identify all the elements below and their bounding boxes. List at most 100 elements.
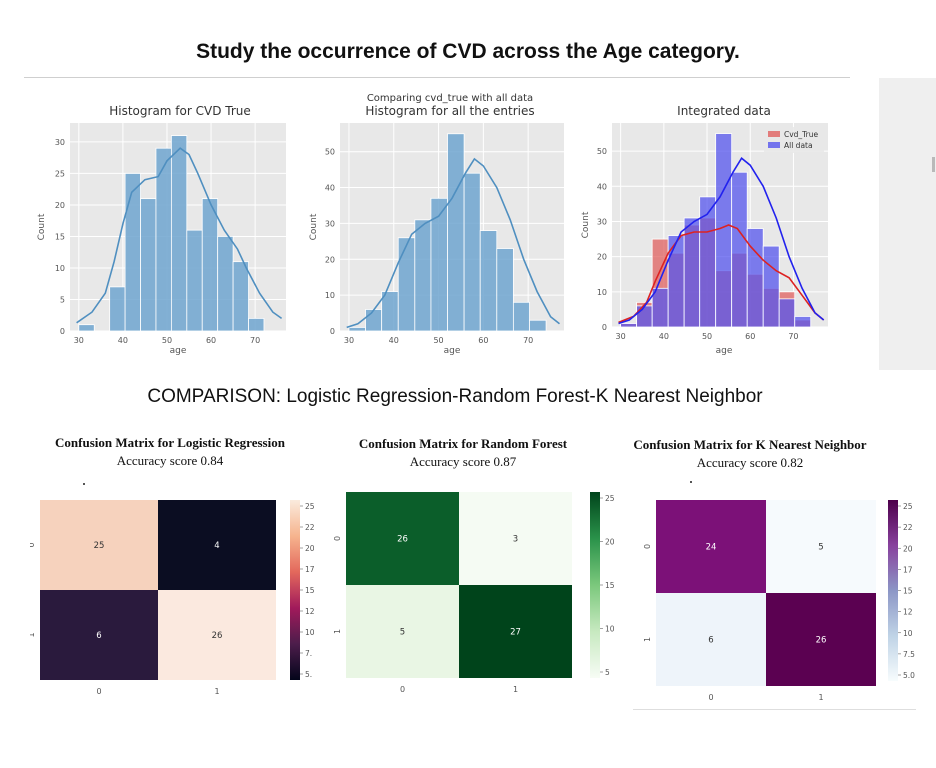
- legend-label: All data: [784, 141, 813, 150]
- histogram-bar: [365, 309, 383, 332]
- colorbar: [290, 500, 300, 680]
- x-tick-label: 50: [702, 332, 712, 341]
- title-divider: [24, 77, 850, 78]
- cell-value: 27: [510, 628, 521, 638]
- legend-swatch: [768, 142, 780, 148]
- histogram-bar: [381, 291, 399, 332]
- matrix-cell: [346, 492, 459, 585]
- histogram-bar: [651, 287, 669, 328]
- colorbar-tick-label: 5.0: [903, 671, 915, 680]
- y-tick-label: 0: [602, 323, 607, 332]
- colorbar-tick-label: 10: [605, 625, 615, 634]
- histogram-bar: [496, 248, 514, 332]
- cm-accuracy: Accuracy score 0.84: [116, 453, 224, 468]
- cell-value: 25: [94, 541, 105, 551]
- cm-heading-logistic: Confusion Matrix for Logistic Regression…: [20, 434, 320, 470]
- matrix-cell: [766, 593, 876, 686]
- cell-value: 5: [400, 628, 405, 638]
- matrix-cell: [459, 585, 572, 678]
- chart-suptitle: Comparing cvd_true with all data: [367, 93, 533, 104]
- cell-value: 6: [708, 636, 713, 646]
- y-tick-label: 30: [55, 138, 65, 147]
- colorbar-tick-label: 17: [903, 565, 913, 574]
- x-tick-label: 60: [745, 332, 755, 341]
- kde-line: [618, 157, 825, 325]
- histogram-bar: [248, 317, 265, 332]
- colorbar-tick-label: 5.: [305, 670, 312, 679]
- colorbar-tick-label: 25: [605, 494, 615, 503]
- cm-heading-forest: Confusion Matrix for Random Forest Accur…: [322, 435, 604, 471]
- cm-title: Confusion Matrix for Random Forest: [358, 436, 568, 451]
- histogram-bar: [463, 172, 481, 332]
- histogram-bar: [479, 230, 498, 332]
- kde-line: [618, 224, 825, 324]
- x-tick-label: 0: [708, 693, 713, 702]
- colorbar-tick-label: 22: [903, 523, 913, 532]
- y-axis-label: Count: [581, 211, 591, 238]
- histogram-bar: [186, 229, 203, 332]
- matrix-cell: [158, 590, 276, 680]
- y-tick-label: 0: [330, 327, 335, 336]
- histogram-bar: [109, 286, 126, 332]
- side-scroll-pane[interactable]: [879, 78, 936, 370]
- stray-mark: [690, 481, 692, 483]
- matrix-cell: [346, 585, 459, 678]
- x-tick-label: 1: [818, 693, 823, 702]
- cm-title: Confusion Matrix for K Nearest Neighbor: [633, 437, 867, 452]
- colorbar-tick-label: 20: [903, 544, 913, 553]
- colorbar-tick-label: 25: [305, 502, 315, 511]
- histogram-all-entries: Comparing cvd_true with all data Histogr…: [309, 93, 564, 356]
- y-tick-label: 50: [325, 148, 335, 157]
- colorbar-tick-label: 12: [903, 608, 913, 617]
- y-tick-label: 0: [60, 327, 65, 336]
- scroll-handle[interactable]: [932, 157, 935, 172]
- cell-value: 6: [96, 631, 101, 641]
- y-tick-label: 30: [325, 219, 335, 228]
- colorbar-tick-label: 15: [903, 587, 913, 596]
- histogram-bar: [512, 301, 530, 332]
- histogram-bar: [529, 319, 547, 332]
- cell-value: 24: [706, 543, 717, 553]
- y-tick-label: 0: [643, 544, 652, 549]
- colorbar-tick-label: 10: [903, 629, 913, 638]
- y-tick-label: 5: [60, 295, 65, 304]
- histogram-bar: [762, 245, 780, 328]
- legend-swatch: [768, 131, 780, 137]
- histogram-integrated: Integrated data 0 10 20 30 40 50 30 40 50 60 70 Cvd…: [581, 104, 828, 356]
- y-tick-label: 20: [55, 201, 65, 210]
- matrix-cell: [40, 500, 158, 590]
- histogram-bar: [731, 171, 748, 328]
- cell-value: 4: [214, 541, 219, 551]
- histogram-bar: [620, 323, 638, 328]
- histogram-bar: [348, 327, 366, 332]
- colorbar-tick-label: 12: [305, 607, 315, 616]
- x-tick-label: 70: [250, 336, 260, 345]
- x-axis-label: age: [716, 346, 733, 356]
- y-tick-label: 40: [325, 184, 335, 193]
- x-tick-label: 70: [788, 332, 798, 341]
- y-tick-label: 40: [597, 182, 607, 191]
- footer-divider: [633, 709, 916, 710]
- y-tick-label: 1: [333, 629, 342, 634]
- colorbar-tick-label: 25: [903, 502, 913, 511]
- y-tick-label: 20: [597, 253, 607, 262]
- histogram-bar: [124, 173, 141, 332]
- y-tick-label: 1: [30, 632, 36, 637]
- y-tick-label: 10: [597, 288, 607, 297]
- histogram-bar: [217, 236, 234, 332]
- matrix-cell: [766, 500, 876, 593]
- histogram-bar: [140, 198, 157, 332]
- histogram-bar: [397, 237, 416, 332]
- x-tick-label: 40: [118, 336, 128, 345]
- histogram-bar: [715, 133, 733, 328]
- histogram-bar: [201, 198, 219, 332]
- histogram-bar: [636, 305, 653, 328]
- x-tick-label: 1: [214, 687, 219, 696]
- x-axis-label: age: [170, 346, 187, 356]
- cm-accuracy: Accuracy score 0.82: [696, 455, 804, 470]
- y-tick-label: 30: [597, 217, 607, 226]
- chart-title: Histogram for all the entries: [365, 104, 534, 118]
- comparison-heading: COMPARISON: Logistic Regression-Random F…: [147, 386, 763, 407]
- x-tick-label: 40: [659, 332, 669, 341]
